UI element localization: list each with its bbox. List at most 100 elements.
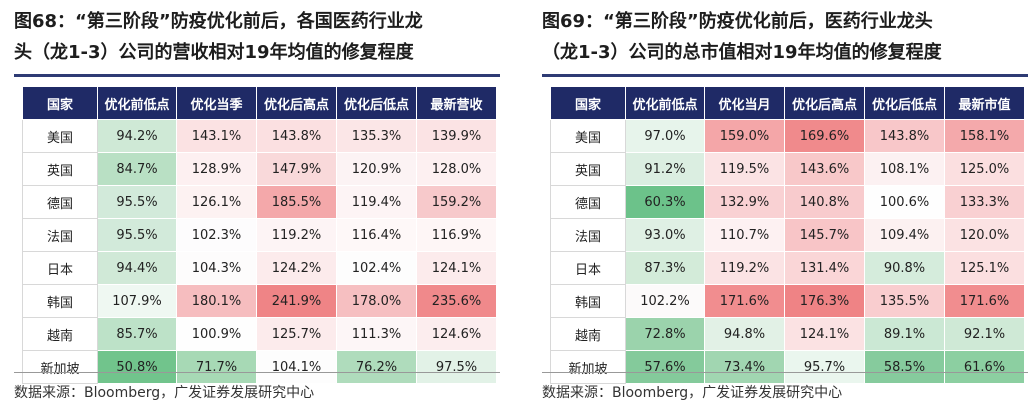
value-cell: 178.0% <box>336 284 417 318</box>
value-cell: 176.3% <box>784 284 865 318</box>
table-row: 韩国 107.9% 180.1% 241.9% 178.0% 235.6% <box>22 284 497 318</box>
value-cell: 145.7% <box>784 218 865 252</box>
table-frame: 国家 优化前低点 优化当季 优化后高点 优化后低点 最新营收 美国 94.2% 14… <box>14 80 500 384</box>
value-cell: 100.6% <box>864 185 945 219</box>
table-row: 新加坡 50.8% 71.7% 104.1% 76.2% 97.5% <box>22 350 497 384</box>
table-row: 英国 91.2% 119.5% 143.6% 108.1% 125.0% <box>550 152 1025 186</box>
value-cell: 85.7% <box>97 317 177 351</box>
value-cell: 102.3% <box>176 218 257 252</box>
value-cell: 180.1% <box>176 284 257 318</box>
value-cell: 58.5% <box>864 350 945 384</box>
value-cell: 84.7% <box>97 152 177 186</box>
value-cell: 95.7% <box>784 350 865 384</box>
right-figure-panel: 图69：“第三阶段”防疫优化前后，医药行业龙头 （龙1-3）公司的总市值相对19… <box>542 0 1028 419</box>
value-cell: 135.3% <box>336 119 417 153</box>
value-cell: 124.6% <box>416 317 497 351</box>
table-row: 美国 94.2% 143.1% 143.8% 135.3% 139.9% <box>22 119 497 153</box>
header-cell: 最新市值 <box>944 86 1025 120</box>
value-cell: 119.5% <box>704 152 785 186</box>
header-cell: 优化后高点 <box>784 86 865 120</box>
value-cell: 72.8% <box>625 317 705 351</box>
value-cell: 119.2% <box>256 218 337 252</box>
header-cell: 国家 <box>550 86 626 120</box>
value-cell: 124.2% <box>256 251 337 285</box>
header-cell: 优化前低点 <box>97 86 177 120</box>
value-cell: 91.2% <box>625 152 705 186</box>
value-cell: 143.8% <box>256 119 337 153</box>
value-cell: 235.6% <box>416 284 497 318</box>
value-cell: 143.8% <box>864 119 945 153</box>
country-cell: 越南 <box>22 317 98 351</box>
table-row: 美国 97.0% 159.0% 169.6% 143.8% 158.1% <box>550 119 1025 153</box>
value-cell: 97.5% <box>416 350 497 384</box>
country-cell: 越南 <box>550 317 626 351</box>
market-cap-recovery-table: 国家 优化前低点 优化当月 优化后高点 优化后低点 最新市值 美国 97.0% 15… <box>550 86 1025 384</box>
country-cell: 美国 <box>22 119 98 153</box>
value-cell: 102.2% <box>625 284 705 318</box>
value-cell: 97.0% <box>625 119 705 153</box>
value-cell: 241.9% <box>256 284 337 318</box>
value-cell: 93.0% <box>625 218 705 252</box>
value-cell: 158.1% <box>944 119 1025 153</box>
value-cell: 92.1% <box>944 317 1025 351</box>
header-cell: 优化当月 <box>704 86 785 120</box>
value-cell: 95.5% <box>97 218 177 252</box>
value-cell: 131.4% <box>784 251 865 285</box>
value-cell: 109.4% <box>864 218 945 252</box>
value-cell: 95.5% <box>97 185 177 219</box>
value-cell: 159.2% <box>416 185 497 219</box>
source-divider <box>542 372 1028 373</box>
value-cell: 120.0% <box>944 218 1025 252</box>
country-cell: 日本 <box>22 251 98 285</box>
table-row: 法国 93.0% 110.7% 145.7% 109.4% 120.0% <box>550 218 1025 252</box>
value-cell: 185.5% <box>256 185 337 219</box>
header-row: 国家 优化前低点 优化当月 优化后高点 优化后低点 最新市值 <box>550 86 1025 120</box>
table-row: 日本 94.4% 104.3% 124.2% 102.4% 124.1% <box>22 251 497 285</box>
table-body: 美国 94.2% 143.1% 143.8% 135.3% 139.9% 英国 84.7% 1… <box>22 119 497 384</box>
country-cell: 新加坡 <box>550 350 626 384</box>
value-cell: 100.9% <box>176 317 257 351</box>
header-cell: 最新营收 <box>416 86 497 120</box>
value-cell: 143.6% <box>784 152 865 186</box>
value-cell: 116.9% <box>416 218 497 252</box>
header-cell: 国家 <box>22 86 98 120</box>
value-cell: 128.0% <box>416 152 497 186</box>
value-cell: 140.8% <box>784 185 865 219</box>
figure-title-line-2: （龙1-3）公司的总市值相对19年均值的修复程度 <box>542 42 942 63</box>
country-cell: 英国 <box>22 152 98 186</box>
value-cell: 133.3% <box>944 185 1025 219</box>
value-cell: 159.0% <box>704 119 785 153</box>
table-row: 德国 95.5% 126.1% 185.5% 119.4% 159.2% <box>22 185 497 219</box>
value-cell: 169.6% <box>784 119 865 153</box>
value-cell: 110.7% <box>704 218 785 252</box>
value-cell: 124.1% <box>784 317 865 351</box>
value-cell: 125.1% <box>944 251 1025 285</box>
country-cell: 英国 <box>550 152 626 186</box>
table-row: 英国 84.7% 128.9% 147.9% 120.9% 128.0% <box>22 152 497 186</box>
table-row: 德国 60.3% 132.9% 140.8% 100.6% 133.3% <box>550 185 1025 219</box>
value-cell: 135.5% <box>864 284 945 318</box>
header-cell: 优化当季 <box>176 86 257 120</box>
figure-title-line-1: 图69：“第三阶段”防疫优化前后，医药行业龙头 <box>542 11 933 32</box>
value-cell: 104.1% <box>256 350 337 384</box>
table-row: 越南 85.7% 100.9% 125.7% 111.3% 124.6% <box>22 317 497 351</box>
value-cell: 111.3% <box>336 317 417 351</box>
country-cell: 新加坡 <box>22 350 98 384</box>
table-body: 美国 97.0% 159.0% 169.6% 143.8% 158.1% 英国 91.2% 1… <box>550 119 1025 384</box>
table-row: 韩国 102.2% 171.6% 176.3% 135.5% 171.6% <box>550 284 1025 318</box>
country-cell: 法国 <box>22 218 98 252</box>
country-cell: 韩国 <box>550 284 626 318</box>
figure-title: 图69：“第三阶段”防疫优化前后，医药行业龙头 （龙1-3）公司的总市值相对19… <box>542 6 1028 68</box>
source-divider <box>14 372 500 373</box>
value-cell: 171.6% <box>944 284 1025 318</box>
header-cell: 优化前低点 <box>625 86 705 120</box>
header-cell: 优化后低点 <box>336 86 417 120</box>
value-cell: 128.9% <box>176 152 257 186</box>
value-cell: 125.0% <box>944 152 1025 186</box>
value-cell: 90.8% <box>864 251 945 285</box>
table-row: 越南 72.8% 94.8% 124.1% 89.1% 92.1% <box>550 317 1025 351</box>
table-row: 法国 95.5% 102.3% 119.2% 116.4% 116.9% <box>22 218 497 252</box>
country-cell: 韩国 <box>22 284 98 318</box>
left-figure-panel: 图68：“第三阶段”防疫优化前后，各国医药行业龙 头（龙1-3）公司的营收相对1… <box>14 0 504 419</box>
value-cell: 87.3% <box>625 251 705 285</box>
